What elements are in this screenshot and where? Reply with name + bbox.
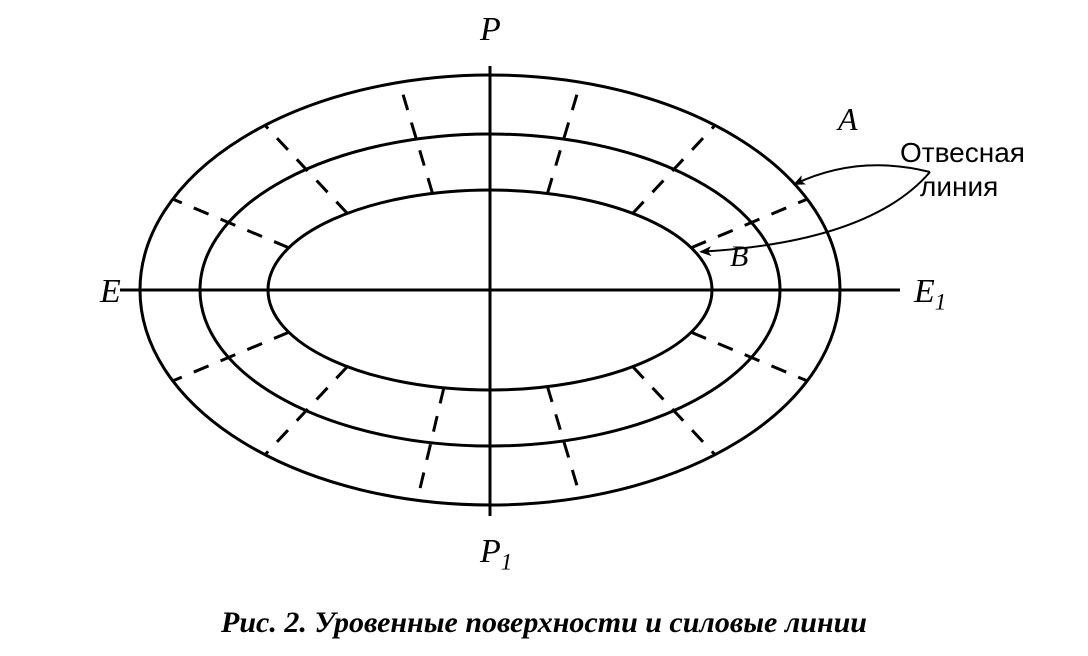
field-line (633, 125, 715, 213)
field-line (265, 125, 347, 213)
label-P: P (479, 11, 501, 48)
label-annotation_line1: Отвесная (900, 137, 1025, 168)
label-A: A (836, 101, 858, 137)
field-line (265, 367, 347, 455)
arrow-to-A (795, 165, 930, 184)
geodesy-diagram: P P1 E E1 A B Отвеснаялиния Рис. 2. Уровенные … (0, 0, 1088, 656)
label-P1: P1 (479, 533, 512, 575)
field-line (633, 367, 715, 455)
figure-caption: Рис. 2. Уровенные поверхности и силовые … (220, 606, 867, 639)
label-annotation_line2: линия (920, 171, 998, 202)
labels: P P1 E E1 A B Отвеснаялиния (99, 11, 1025, 575)
label-E: E (99, 273, 121, 310)
field-line (691, 332, 807, 381)
field-line (173, 332, 289, 381)
label-E1: E1 (913, 273, 946, 315)
field-line (173, 199, 289, 248)
label-B: B (730, 240, 748, 273)
